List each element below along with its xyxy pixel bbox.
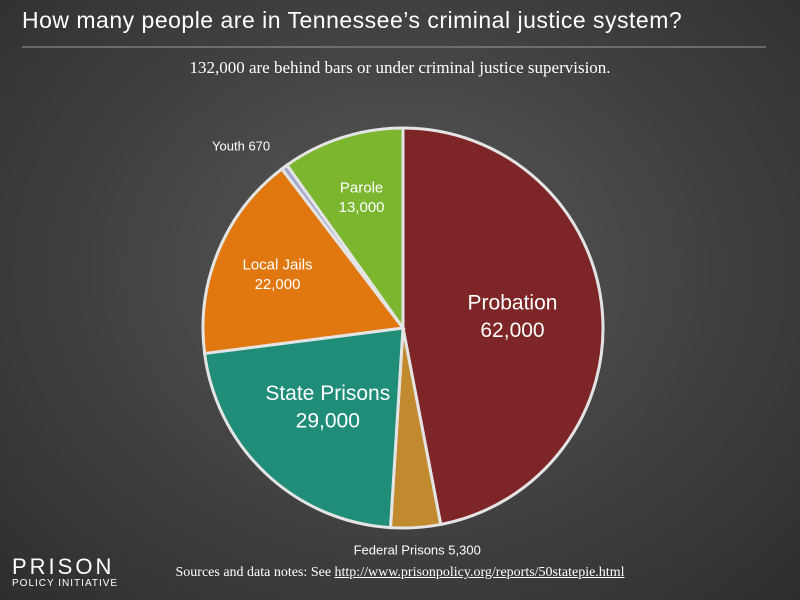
slice-label: Federal Prisons 5,300 [354,543,481,558]
slice-label: Youth 670 [212,139,270,154]
value-label: 670 [248,139,270,154]
category-label: Local Jails [243,257,313,274]
source: Sources and data notes: See http://www.p… [0,565,800,581]
value-label: 29,000 [296,409,360,432]
logo: PRISON POLICY INITIATIVE [12,554,119,590]
source-link[interactable]: http://www.prisonpolicy.org/reports/50st… [334,565,625,580]
value-label: 13,000 [339,199,385,216]
category-label: State Prisons [265,382,390,405]
category-label: Parole [340,180,383,197]
pie-slice [284,126,405,333]
pie-slice [401,126,605,527]
category-label: Probation [468,291,558,314]
logo-line: POLICY INITIATIVE [12,578,119,589]
value-label: 62,000 [480,319,544,342]
category-label: Federal Prisons [354,543,446,558]
pie-slice [202,326,405,530]
value-label: 22,000 [255,276,301,293]
logo-line: PRISON [12,554,115,579]
source-note: Sources and data notes: See [175,565,332,580]
chart-title: How many people are in Tennessee’s crimi… [22,7,682,33]
pie-slice [201,166,406,356]
chart-subtitle: 132,000 are behind bars or under crimina… [189,58,610,77]
category-label: Youth [212,139,245,154]
value-label: 5,300 [448,543,481,558]
